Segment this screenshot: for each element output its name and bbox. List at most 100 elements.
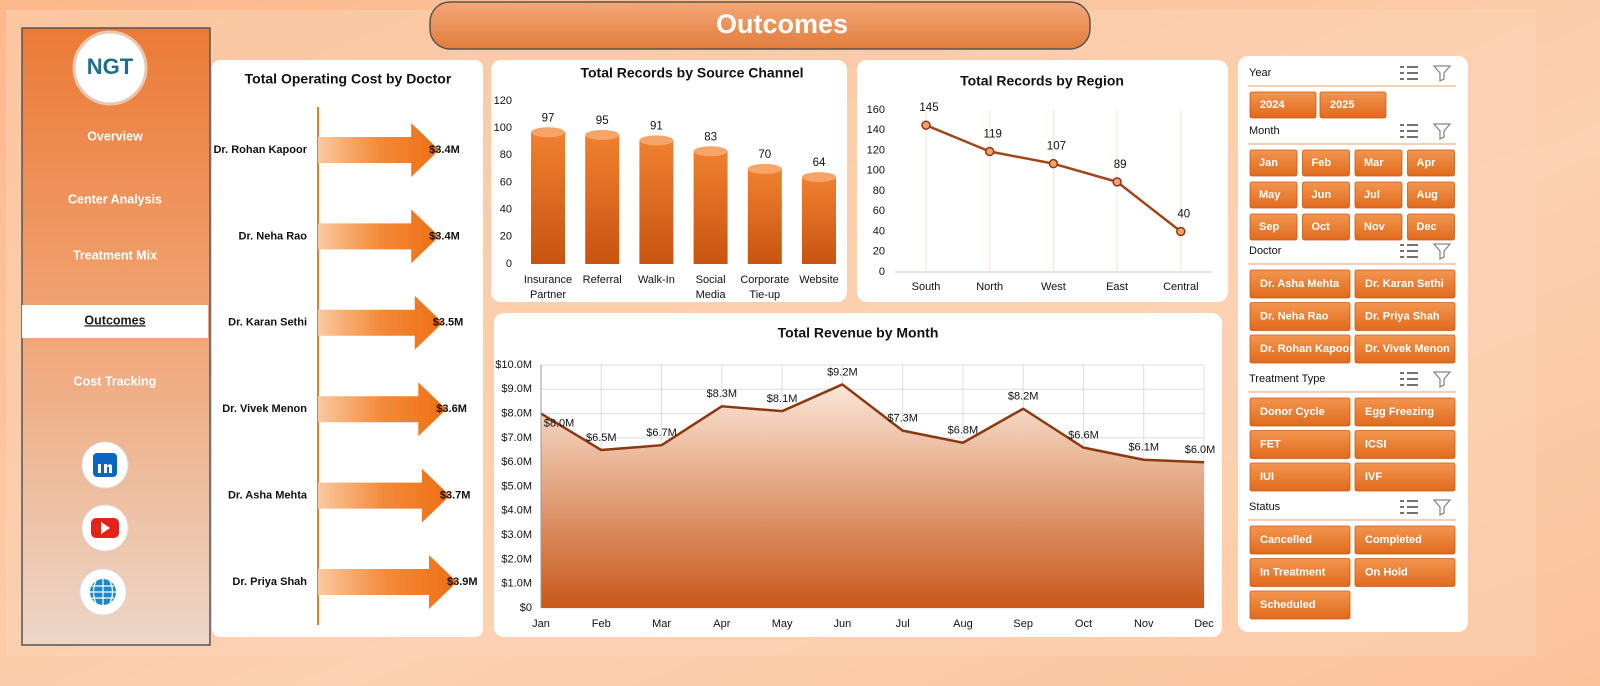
slicer-item[interactable]: IUI [1260,471,1274,483]
slicer-button[interactable] [1249,430,1351,459]
multi-select-icon[interactable] [1400,66,1418,80]
slicer-item[interactable]: 2024 [1260,99,1285,111]
data-label: 97 [542,112,555,124]
clear-filter-icon[interactable] [1432,243,1452,261]
slicer-item[interactable]: In Treatment [1260,566,1326,578]
slicer-item[interactable]: Aug [1417,189,1438,201]
data-label: $7.3M [887,413,918,425]
y-tick-label: 40 [500,204,512,216]
x-tick-label: Oct [1075,618,1092,630]
linkedin-glyph-i [98,464,101,473]
slicer-button[interactable] [1319,91,1387,119]
nav-item[interactable]: Treatment Mix [73,248,157,262]
slicer-item[interactable]: On Hold [1365,566,1408,578]
slicer-item[interactable]: Jun [1312,189,1332,201]
slicer-button[interactable] [1249,397,1351,427]
slicer-button[interactable] [1302,213,1350,241]
multi-select-icon[interactable] [1400,372,1418,386]
slicer-item[interactable]: Dr. Neha Rao [1260,310,1329,322]
data-label: $6.5M [586,432,617,444]
clear-filter-icon[interactable] [1432,499,1452,517]
marker [1112,177,1122,187]
data-label: 145 [919,102,938,114]
slicer-button[interactable] [1249,334,1351,364]
slicer-item[interactable]: Completed [1365,534,1422,546]
slicer-item[interactable]: Jan [1259,157,1278,169]
y-tick-label: $3.0M [501,529,532,541]
slicer-button[interactable] [1249,213,1298,241]
category-label: Dr. Rohan Kapoor [213,144,307,156]
slicer-item[interactable]: Feb [1312,157,1332,169]
slicer-button[interactable] [1249,149,1298,177]
slicer-button[interactable] [1354,397,1456,427]
slicer-item[interactable]: IVF [1365,471,1382,483]
slicer-item[interactable]: Nov [1364,221,1386,233]
slicer-item[interactable]: Oct [1312,221,1331,233]
slicer-button[interactable] [1354,149,1403,177]
nav-item[interactable]: Cost Tracking [74,374,157,388]
data-label: $8.2M [1008,391,1039,403]
data-label: $8.3M [707,388,738,400]
data-label: 40 [1177,209,1190,221]
slicer-item[interactable]: Dr. Asha Mehta [1260,278,1340,290]
area [541,384,1204,608]
slicer-button[interactable] [1249,269,1351,299]
slicer-button[interactable] [1249,302,1351,331]
y-tick-label: $10.0M [495,359,532,371]
slicer-button[interactable] [1407,181,1455,209]
slicer-button[interactable] [1249,91,1317,119]
data-label: $3.4M [429,230,460,242]
slicer-item[interactable]: ICSI [1365,438,1386,450]
slicer-item[interactable]: Sep [1259,221,1279,233]
slicer-button[interactable] [1354,302,1456,331]
slicer-button[interactable] [1249,181,1298,209]
slicer-item[interactable]: Donor Cycle [1260,406,1325,418]
slicer-item[interactable]: Dec [1417,221,1437,233]
slicer-button[interactable] [1354,269,1456,299]
slicer-item[interactable]: Cancelled [1260,534,1312,546]
slicer-item[interactable]: Jul [1364,189,1380,201]
slicer-button[interactable] [1354,525,1456,555]
clear-filter-icon[interactable] [1432,65,1452,83]
slicer-item[interactable]: FET [1260,438,1281,450]
slicer-item[interactable]: Dr. Vivek Menon [1365,343,1450,355]
clear-filter-icon[interactable] [1432,371,1452,389]
slicer-item[interactable]: May [1259,189,1281,201]
slicer-button[interactable] [1407,213,1455,241]
slicer-button[interactable] [1407,149,1455,177]
slicer-button[interactable] [1249,558,1351,587]
data-label: 70 [758,149,771,161]
clear-filter-icon[interactable] [1432,123,1452,141]
slicer-button[interactable] [1354,462,1456,492]
slicer-button[interactable] [1302,149,1350,177]
y-tick-label: 60 [873,205,885,217]
slicer-button[interactable] [1354,430,1456,459]
nav-item[interactable]: Overview [87,129,143,143]
multi-select-icon[interactable] [1400,500,1418,514]
nav-item[interactable]: Outcomes [84,313,145,327]
slicer-button[interactable] [1302,181,1350,209]
bar [802,177,836,264]
slicer-item[interactable]: Dr. Karan Sethi [1365,278,1444,290]
slicer-item[interactable]: Dr. Rohan Kapoor [1260,343,1354,355]
slicer-button[interactable] [1354,558,1456,587]
slicer-item[interactable]: 2025 [1330,99,1354,111]
slicer-button[interactable] [1249,590,1351,620]
slicer-item[interactable]: Dr. Priya Shah [1365,310,1440,322]
y-tick-label: 80 [873,185,885,197]
slicer-button[interactable] [1249,462,1351,492]
slicer-item[interactable]: Apr [1417,157,1437,169]
slicer-button[interactable] [1249,525,1351,555]
slicer-item[interactable]: Scheduled [1260,599,1316,611]
multi-select-icon[interactable] [1400,244,1418,258]
multi-select-icon[interactable] [1400,124,1418,138]
data-label: $6.6M [1068,430,1099,442]
slicer-button[interactable] [1354,213,1403,241]
chart-title: Total Records by Region [960,73,1124,89]
slicer-button[interactable] [1354,181,1403,209]
x-tick-label: North [976,281,1003,293]
slicer-item[interactable]: Egg Freezing [1365,406,1434,418]
slicer-item[interactable]: Mar [1364,157,1384,169]
slicer-button[interactable] [1354,334,1456,364]
nav-item[interactable]: Center Analysis [68,192,162,206]
